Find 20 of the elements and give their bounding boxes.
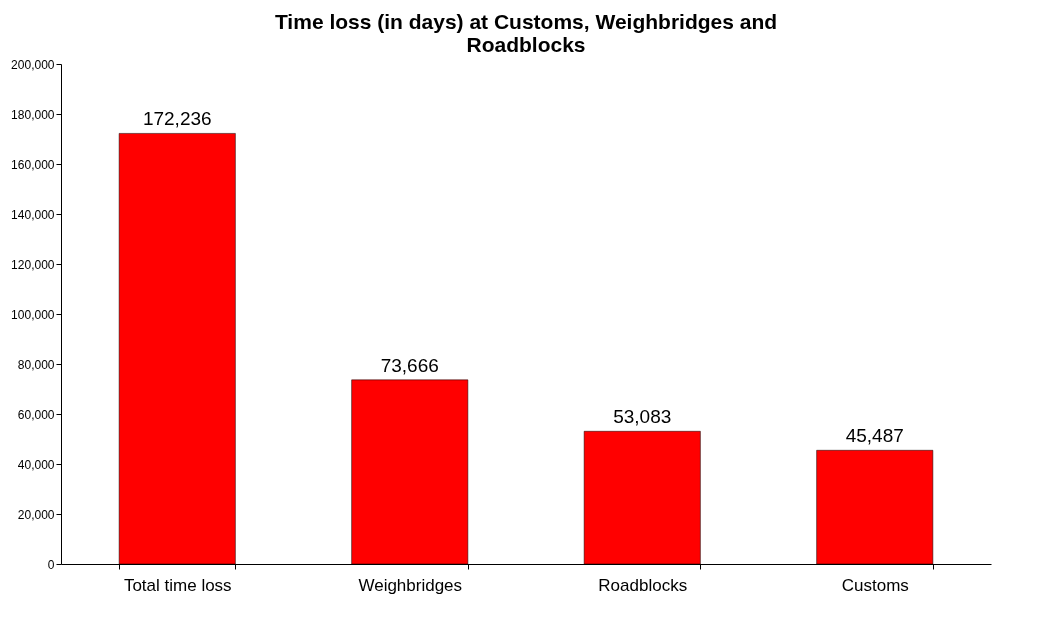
- chart-title: Time loss (in days) at Customs, Weighbridges and Roadblocks: [274, 10, 778, 56]
- y-tick-label: 100,000: [11, 307, 55, 322]
- data-label: 73,666: [380, 354, 439, 376]
- x-tick-label: Total time loss: [123, 575, 232, 595]
- data-label: 45,487: [845, 425, 904, 447]
- y-tick-label: 40,000: [17, 457, 55, 472]
- y-tick-label: 20,000: [17, 507, 55, 522]
- x-tick-label: Roadblocks: [598, 575, 688, 595]
- y-tick-label: 180,000: [11, 107, 55, 122]
- y-tick-label: 200,000: [11, 57, 55, 72]
- y-tick-label: 80,000: [17, 357, 55, 372]
- x-tick-label: Customs: [841, 575, 909, 595]
- data-label: 172,236: [142, 108, 212, 130]
- y-tick-label: 0: [47, 557, 55, 572]
- data-label: 53,083: [613, 406, 672, 428]
- y-tick-label: 160,000: [11, 157, 55, 172]
- y-tick-label: 60,000: [17, 407, 55, 422]
- x-tick-label: Weighbridges: [358, 575, 463, 595]
- y-tick-label: 140,000: [11, 207, 55, 222]
- y-tick-label: 120,000: [11, 257, 55, 272]
